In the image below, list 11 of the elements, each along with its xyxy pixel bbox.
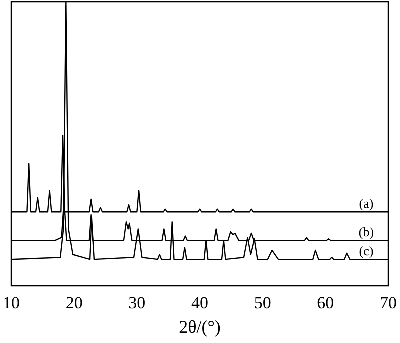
x-tick-label: 70: [380, 294, 397, 313]
x-tick-label: 10: [3, 294, 20, 313]
series-label: (b): [358, 224, 374, 240]
x-tick-label: 30: [128, 294, 146, 313]
x-tick-label: 20: [66, 294, 83, 313]
x-tick-label: 50: [254, 294, 272, 313]
series-label: (a): [359, 196, 374, 212]
x-axis-title: 2θ/(°): [179, 316, 221, 337]
x-tick-label: 40: [192, 294, 208, 313]
series-label: (c): [359, 244, 374, 259]
x-tick-label: 60: [317, 294, 334, 313]
